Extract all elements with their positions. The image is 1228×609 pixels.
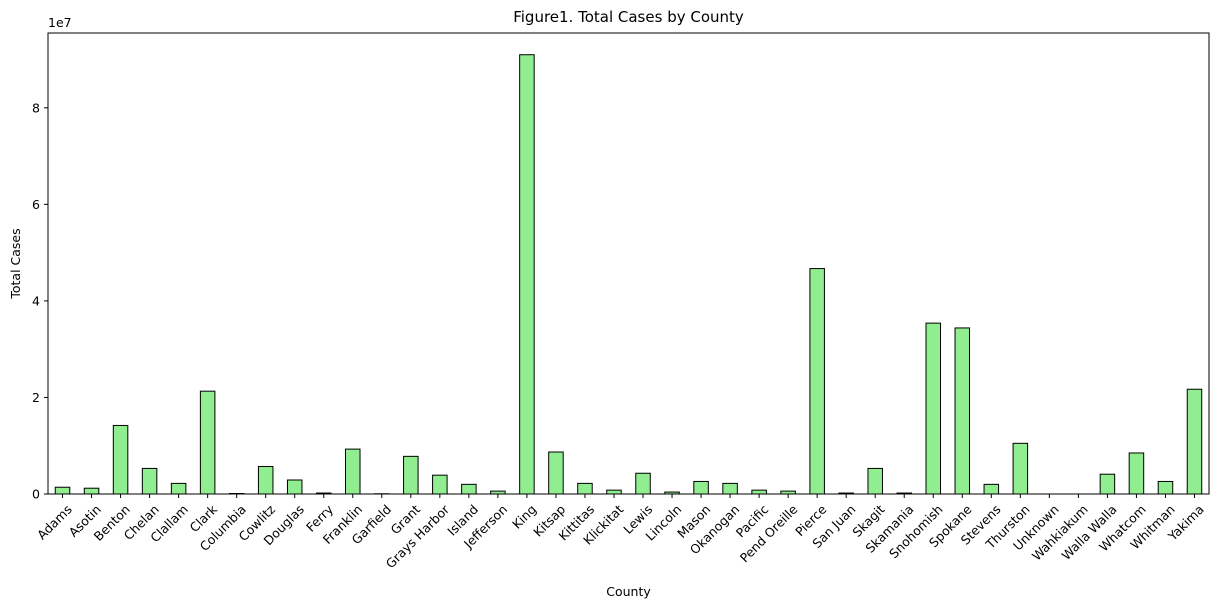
bar-mason — [693, 480, 709, 495]
bar-cowlitz — [257, 465, 274, 495]
x-tick-label: Adams — [34, 502, 75, 543]
bar-clallam — [170, 482, 187, 495]
bar-whatcom — [1128, 452, 1145, 495]
bar-clark — [199, 390, 216, 495]
bar-grays-harbor — [432, 474, 448, 495]
bar-benton — [112, 424, 129, 495]
bar-walla-walla — [1099, 473, 1116, 495]
bar-asotin — [83, 487, 100, 495]
bar-adams — [54, 486, 71, 495]
bar-yakima — [1186, 388, 1203, 495]
y-tick-label: 8 — [32, 100, 40, 115]
y-tick-label: 0 — [32, 487, 40, 502]
bar-kitsap — [548, 451, 564, 495]
bar-kittitas — [577, 482, 593, 495]
y-tick-label: 6 — [32, 197, 40, 212]
chart-title: Figure1. Total Cases by County — [513, 8, 744, 26]
x-axis-ticks: AdamsAsotinBentonChelanClallamClarkColum… — [34, 494, 1207, 571]
y-axis-label: Total Cases — [8, 228, 23, 299]
bar-chelan — [141, 467, 158, 495]
bar-pierce — [809, 268, 825, 495]
y-tick-label: 2 — [32, 390, 40, 405]
bars-group — [54, 54, 1203, 495]
y-tick-label: 4 — [32, 293, 40, 308]
bar-king — [519, 54, 535, 495]
bar-stevens — [983, 483, 1000, 495]
bar-grant — [403, 455, 419, 495]
bar-skagit — [867, 467, 883, 495]
bar-okanogan — [722, 482, 738, 495]
bar-thurston — [1012, 442, 1029, 495]
bar-whitman — [1157, 480, 1174, 495]
bar-spokane — [954, 327, 971, 495]
bar-lewis — [635, 472, 651, 495]
y-axis-scale-label: 1e7 — [48, 15, 72, 30]
bar-franklin — [345, 448, 361, 495]
bar-klickitat — [606, 489, 622, 495]
x-axis-label: County — [606, 584, 651, 599]
bar-snohomish — [925, 322, 942, 495]
y-axis-ticks: 0 2 4 6 8 — [32, 100, 48, 502]
plot-frame — [47, 32, 1210, 495]
bar-island — [461, 483, 477, 495]
bar-douglas — [286, 479, 303, 495]
bar-pacific — [751, 489, 767, 495]
